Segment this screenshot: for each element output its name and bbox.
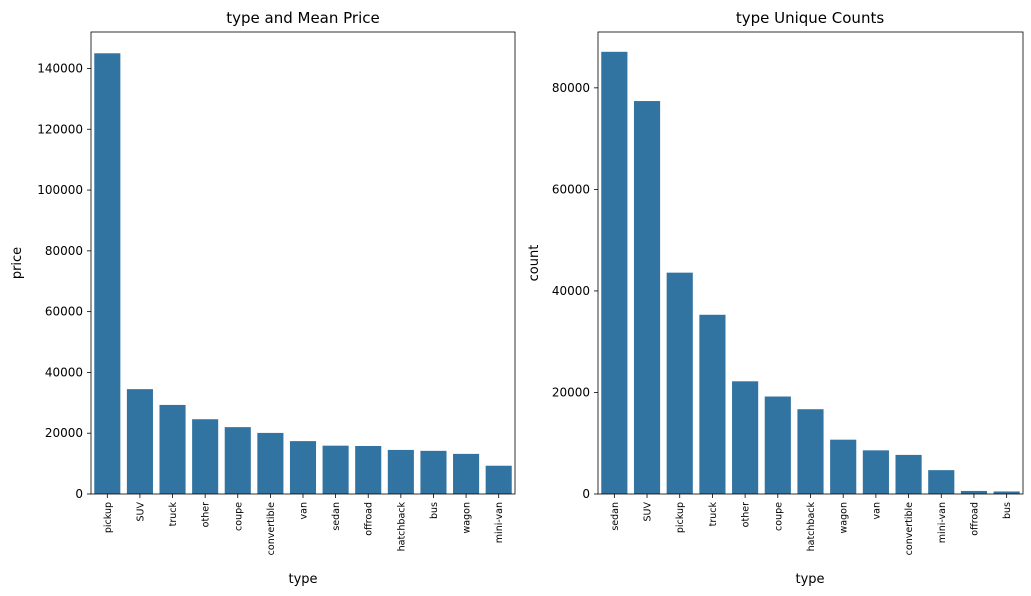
x-tick-label: truck xyxy=(708,502,719,527)
x-tick-label: convertible xyxy=(904,502,915,555)
bar-offroad xyxy=(355,445,382,494)
x-tick-label: coupe xyxy=(233,502,244,531)
chart-mean-price: type and Mean Price type price 0 20000 400… xyxy=(10,9,516,587)
bar-offroad xyxy=(960,490,988,494)
bar-SUV xyxy=(633,101,661,495)
y-tick-label: 140000 xyxy=(37,61,83,75)
bar-pickup xyxy=(666,272,693,494)
bar-sedan xyxy=(601,51,628,495)
y-tick-label: 20000 xyxy=(552,385,590,399)
bar-van xyxy=(862,450,889,494)
bar-mini-van xyxy=(928,470,955,494)
y-tick-label: 0 xyxy=(75,487,83,501)
x-tick-label: hatchback xyxy=(806,502,817,552)
bar-wagon xyxy=(830,439,857,494)
x-tick-label: mini-van xyxy=(937,502,948,543)
x-tick-label: van xyxy=(299,502,310,519)
y-tick-label: 100000 xyxy=(37,183,83,197)
x-axis-label: type xyxy=(288,572,317,587)
x-tick-label: coupe xyxy=(773,502,784,531)
bar-bus xyxy=(993,491,1020,494)
bar-truck xyxy=(159,404,186,494)
x-tick-label: wagon xyxy=(462,502,473,533)
x-tick-label: sedan xyxy=(610,502,621,531)
y-tick-label: 120000 xyxy=(37,122,83,136)
bar-coupe xyxy=(764,396,791,494)
x-tick-label: hatchback xyxy=(396,502,407,552)
y-axis-label: price xyxy=(10,247,25,279)
y-tick-label: 0 xyxy=(582,487,590,501)
x-tick-label: pickup xyxy=(675,502,686,533)
bars xyxy=(601,51,1020,495)
y-tick-label: 80000 xyxy=(45,244,83,258)
x-tick-label: pickup xyxy=(103,502,114,533)
bar-wagon xyxy=(453,453,480,494)
bar-sedan xyxy=(322,445,349,494)
bar-SUV xyxy=(126,389,153,494)
bars xyxy=(94,53,512,494)
x-tick-label: offroad xyxy=(969,502,980,536)
bar-other xyxy=(732,381,759,494)
y-tick-label: 40000 xyxy=(552,284,590,298)
x-tick-label: SUV xyxy=(135,502,146,522)
bar-truck xyxy=(699,314,726,494)
bar-hatchback xyxy=(387,449,414,494)
x-tick-label: other xyxy=(201,502,212,527)
bar-bus xyxy=(420,450,447,494)
chart-title: type Unique Counts xyxy=(736,9,885,27)
x-tick-label: van xyxy=(871,502,882,519)
x-tick-label: truck xyxy=(168,502,179,527)
plot-frame xyxy=(597,31,1024,495)
x-tick-label: SUV xyxy=(643,502,654,522)
x-tick-label: other xyxy=(741,502,752,527)
x-ticks: sedan SUV pickup truck other coupe hatchback wa… xyxy=(610,494,1013,555)
bar-pickup xyxy=(94,53,121,494)
bar-coupe xyxy=(224,427,251,494)
x-tick-label: convertible xyxy=(266,502,277,555)
bar-mini-van xyxy=(485,465,512,494)
bar-convertible xyxy=(895,454,922,494)
y-ticks: 0 20000 40000 60000 80000 xyxy=(552,81,598,501)
bar-convertible xyxy=(257,432,284,494)
y-tick-label: 60000 xyxy=(552,182,590,196)
x-ticks: pickup SUV truck other coupe convertible van se… xyxy=(103,494,505,555)
y-tick-label: 40000 xyxy=(45,365,83,379)
bar-hatchback xyxy=(797,409,824,494)
x-tick-label: wagon xyxy=(839,502,850,533)
bar-van xyxy=(289,441,317,494)
y-axis-label: count xyxy=(527,245,542,282)
x-tick-label: offroad xyxy=(364,502,375,536)
x-tick-label: bus xyxy=(1002,502,1013,519)
y-tick-label: 60000 xyxy=(45,305,83,319)
y-tick-label: 80000 xyxy=(552,81,590,95)
y-tick-label: 20000 xyxy=(45,426,83,440)
chart-unique-counts: type Unique Counts type count 0 20000 4000… xyxy=(527,9,1024,587)
x-tick-label: mini-van xyxy=(494,502,505,543)
chart-title: type and Mean Price xyxy=(226,9,380,27)
y-ticks: 0 20000 40000 60000 80000 100000 120000 140000 xyxy=(37,61,91,501)
plot-frame xyxy=(90,31,516,495)
x-tick-label: sedan xyxy=(331,502,342,531)
bar-other xyxy=(192,419,219,494)
x-tick-label: bus xyxy=(429,502,440,519)
x-axis-label: type xyxy=(795,572,824,587)
